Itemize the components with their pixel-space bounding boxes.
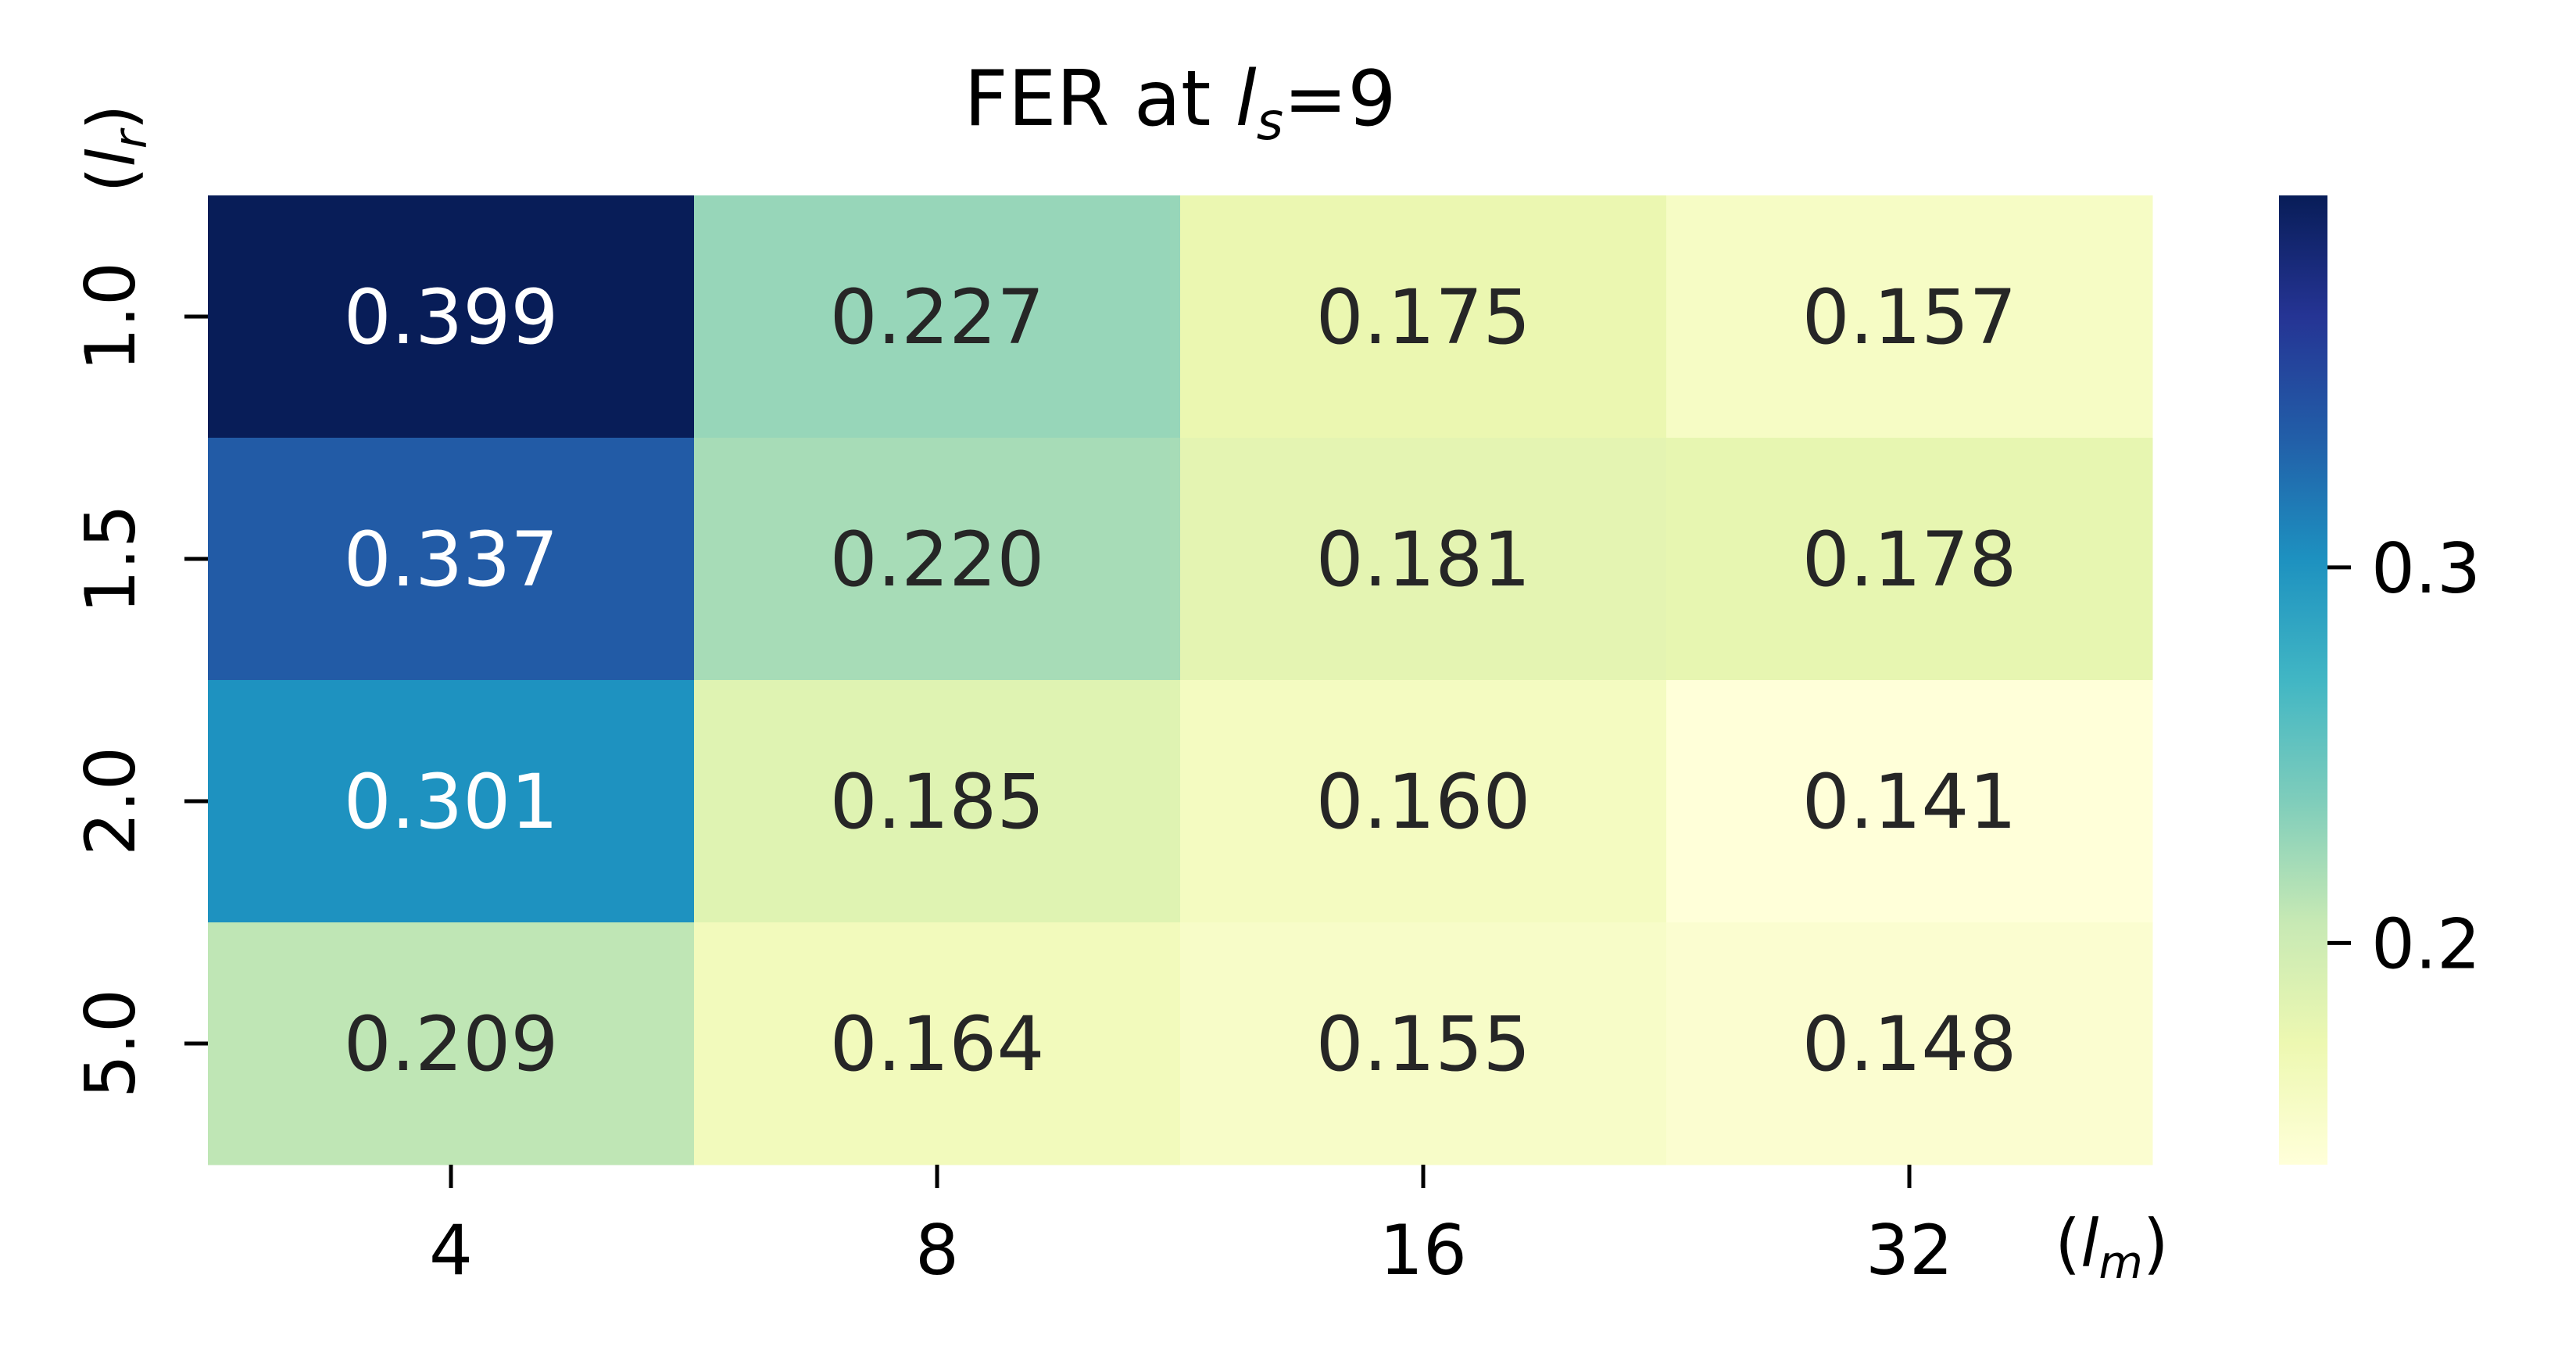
cell-value-label: 0.209 — [344, 1001, 559, 1088]
heatmap-cell — [1180, 680, 1667, 923]
heatmap-cell — [1180, 195, 1667, 439]
heatmap-cell — [1666, 922, 2153, 1165]
y-axis-label-var: l — [73, 149, 150, 166]
cell-value-label: 0.164 — [830, 1001, 1045, 1088]
y-tick-label: 1.0 — [70, 262, 151, 371]
cell-value-label: 0.175 — [1316, 274, 1531, 361]
cell-value-label: 0.157 — [1802, 274, 2017, 361]
heatmap-cell — [694, 680, 1181, 923]
heatmap-cell — [694, 195, 1181, 439]
x-axis: 4 8 16 32 — [429, 1165, 1953, 1291]
y-axis-label: (lr) — [73, 105, 157, 193]
colorbar-ticks: 0.2 0.3 — [2327, 528, 2481, 984]
colorbar-tick-label: 0.3 — [2371, 528, 2481, 609]
x-tick-label: 16 — [1379, 1210, 1467, 1291]
y-tick-label: 1.5 — [70, 504, 151, 614]
colorbar — [2279, 195, 2327, 1165]
cell-value-label: 0.148 — [1802, 1001, 2017, 1088]
cell-value-label: 0.220 — [830, 516, 1045, 603]
cell-value-label: 0.141 — [1802, 758, 2017, 846]
x-tick-label: 4 — [429, 1210, 473, 1291]
colorbar-tick-label: 0.2 — [2371, 904, 2481, 984]
cell-value-label: 0.227 — [830, 274, 1045, 361]
heatmap-cell — [208, 922, 695, 1165]
y-tick-label: 5.0 — [70, 989, 151, 1098]
heatmap-cell — [1180, 438, 1667, 681]
cell-value-label: 0.337 — [344, 516, 559, 603]
chart-title-suffix: =9 — [1283, 55, 1396, 144]
heatmap-cells — [208, 195, 2153, 1165]
heatmap-cell — [1666, 195, 2153, 439]
cell-value-label: 0.399 — [344, 274, 559, 361]
heatmap-cell-labels: 0.399 0.227 0.175 0.157 0.337 0.220 0.181 0.178… — [344, 274, 2017, 1088]
chart-title-prefix: FER at — [964, 55, 1235, 144]
cell-value-label: 0.155 — [1316, 1001, 1531, 1088]
x-axis-label: (lm) — [2055, 1205, 2168, 1289]
chart-title-var: l — [1236, 55, 1257, 144]
cell-value-label: 0.178 — [1802, 516, 2017, 603]
heatmap-cell — [208, 195, 695, 439]
heatmap-cell — [1666, 438, 2153, 681]
x-tick-label: 8 — [915, 1210, 959, 1291]
y-axis-label-sub: r — [104, 127, 157, 149]
heatmap-cell — [694, 438, 1181, 681]
heatmap-cell — [208, 680, 695, 923]
heatmap-cell — [1666, 680, 2153, 923]
heatmap-cell — [208, 438, 695, 681]
heatmap-cell — [1180, 922, 1667, 1165]
x-axis-label-sub: m — [2098, 1236, 2143, 1289]
cell-value-label: 0.160 — [1316, 758, 1531, 846]
chart-title-sub: s — [1257, 91, 1283, 152]
chart-title: FER at ls=9 — [964, 55, 1396, 152]
y-tick-label: 2.0 — [70, 746, 151, 856]
cell-value-label: 0.181 — [1316, 516, 1531, 603]
cell-value-label: 0.185 — [830, 758, 1045, 846]
cell-value-label: 0.301 — [344, 758, 559, 846]
x-axis-label-var: l — [2080, 1205, 2098, 1282]
x-tick-label: 32 — [1866, 1210, 1953, 1291]
heatmap-cell — [694, 922, 1181, 1165]
y-axis: 1.0 1.5 2.0 5.0 — [70, 262, 208, 1098]
